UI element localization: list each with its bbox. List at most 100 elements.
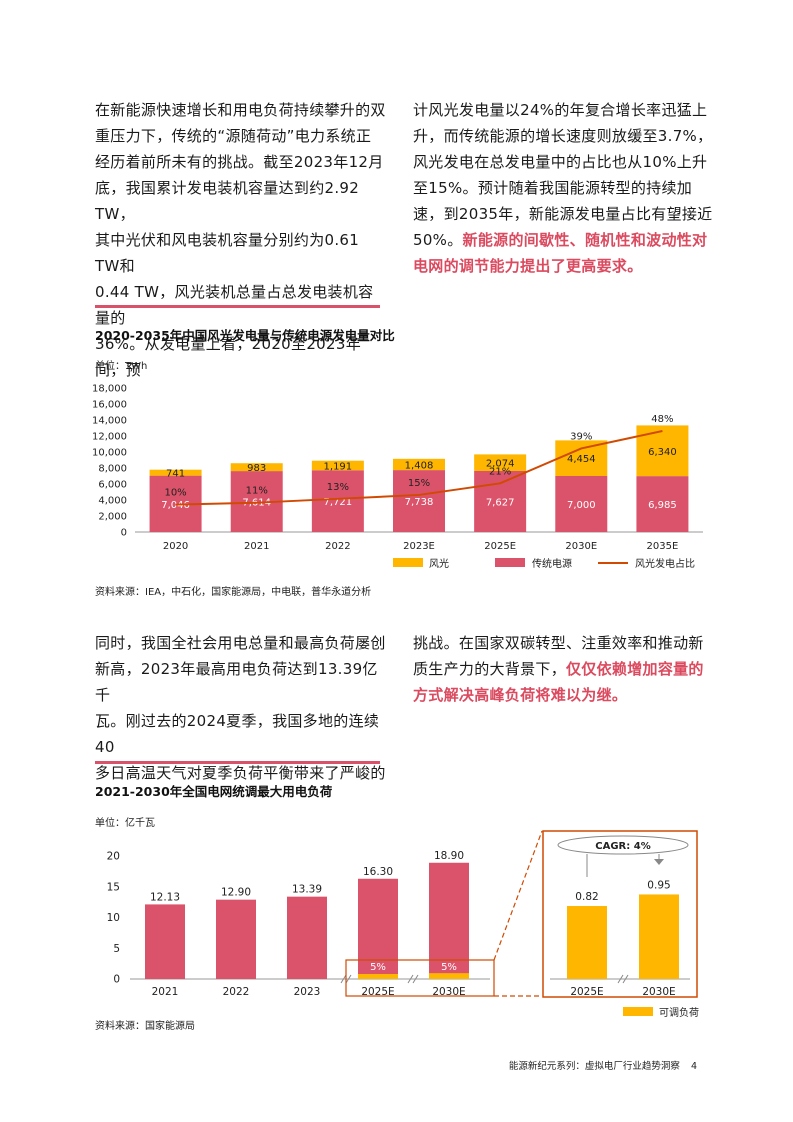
legend-share-label: 风光发电占比	[635, 557, 695, 570]
intro-paragraph-right: 计风光发电量以24%的年复合增长率迅猛上 升，而传统能源的增长速度则放缓至3.7…	[413, 97, 713, 279]
wind-solar-bar	[230, 463, 283, 472]
traditional-value-label: 7,000	[567, 500, 596, 511]
text-line: 升，而传统能源的增长速度则放缓至3.7%，	[413, 127, 713, 145]
load-paragraph-right: 挑战。在国家双碳转型、注重效率和推动新 质生产力的大背景下，仅仅依赖增加容量的 …	[413, 630, 713, 708]
y-tick-label: 20	[107, 851, 120, 863]
x-tick-label: 2021	[152, 986, 179, 998]
y-tick-label: 12,000	[92, 432, 127, 443]
traditional-value-label: 6,985	[648, 500, 677, 511]
inset-x-tick-label: 2030E	[642, 986, 675, 998]
legend-wind-label: 风光	[429, 557, 449, 570]
highlight-text: 电网的调节能力提出了更高要求。	[413, 257, 643, 275]
adjustable-share-bar	[429, 973, 469, 979]
y-tick-label: 10,000	[92, 448, 127, 459]
text-span: 质生产力的大背景下，	[413, 660, 567, 678]
y-tick-label: 5	[113, 943, 120, 955]
y-tick-label: 6,000	[98, 480, 127, 491]
axis-break-mark	[407, 974, 419, 984]
text-line: 同时，我国全社会用电总量和最高负荷屡创	[95, 634, 386, 652]
text-line: 其中光伏和风电装机容量分别约为0.61 TW和	[95, 231, 360, 275]
x-tick-label: 2030E	[565, 541, 597, 552]
traditional-bar	[393, 470, 445, 532]
x-tick-label: 2023	[294, 986, 321, 998]
section-divider	[95, 761, 380, 764]
legend-adjustable-swatch	[623, 1007, 653, 1016]
intro-paragraph-left: 在新能源快速增长和用电负荷持续攀升的双 重压力下，传统的“源随荷动”电力系统正 …	[95, 97, 387, 383]
load-bar	[145, 904, 185, 979]
y-tick-label: 0	[113, 974, 120, 986]
text-span: 50%。	[413, 231, 463, 249]
page-footer: 能源新纪元系列：虚拟电厂行业趋势洞察 4	[509, 1058, 697, 1072]
share-label: 11%	[246, 486, 268, 497]
inset-box	[542, 830, 698, 998]
y-tick-label: 4,000	[98, 496, 127, 507]
share-label: 39%	[570, 431, 592, 442]
x-tick-label: 2022	[223, 986, 250, 998]
text-line: 0.44 TW，风光装机总量占总发电装机容量的	[95, 283, 374, 327]
load-value-label: 18.90	[434, 850, 464, 862]
text-line: 至15%。预计随着我国能源转型的持续加	[413, 179, 693, 197]
adjustable-share-label: 5%	[370, 962, 386, 973]
share-label: 10%	[164, 488, 186, 499]
highlight-text: 方式解决高峰负荷将难以为继。	[413, 686, 628, 704]
y-tick-label: 8,000	[98, 464, 127, 475]
load-paragraph-left: 同时，我国全社会用电总量和最高负荷屡创 新高，2023年最高用电负荷达到13.3…	[95, 630, 387, 786]
text-line: 挑战。在国家双碳转型、注重效率和推动新	[413, 634, 704, 652]
adjustable-load-bar	[567, 906, 607, 979]
load-bar	[287, 896, 327, 979]
traditional-bar	[311, 470, 364, 532]
inset-x-tick-label: 2025E	[570, 986, 603, 998]
legend-wind-swatch	[393, 558, 423, 567]
wind-solar-value-label: 741	[166, 469, 185, 480]
wind-solar-value-label: 6,340	[648, 447, 677, 458]
text-line: 多日高温天气对夏季负荷平衡带来了严峻的	[95, 764, 386, 782]
wind-solar-value-label: 1,408	[405, 460, 434, 471]
load-value-label: 13.39	[292, 884, 322, 896]
chart2-plot: 20 15 10 5 0 12.13 2021 12.90 2022 13.39 2023 16.30…	[107, 830, 699, 1019]
chart1-title: 2020-2035年中国风光发电量与传统电源发电量对比	[95, 328, 395, 343]
adjustable-load-bar	[639, 894, 679, 979]
axis-break-mark	[617, 974, 629, 984]
text-line: 36%。从发电量上看，2020至2023年间，预	[95, 335, 361, 379]
chart1-source: 资料来源：IEA，中石化，国家能源局，中电联，普华永道分析	[95, 587, 372, 598]
x-tick-label: 2025E	[484, 541, 516, 552]
connector-line	[493, 830, 543, 961]
load-bar	[358, 878, 398, 979]
traditional-bar	[555, 476, 608, 532]
adjustable-load-label: 0.82	[575, 891, 598, 903]
y-tick-label: 18,000	[92, 384, 127, 395]
text-line: 速，到2035年，新能源发电量占比有望接近	[413, 205, 713, 223]
cagr-label: CAGR: 4%	[595, 841, 650, 852]
adjustable-share-bar	[358, 973, 398, 979]
chart2-title: 2021-2030年全国电网统调最大用电负荷	[95, 784, 333, 799]
cagr-arrow-head	[654, 859, 664, 865]
page-number: 4	[690, 1061, 697, 1072]
wind-solar-bar	[311, 460, 364, 471]
load-value-label: 12.13	[150, 891, 180, 903]
text-line: 50%。新能源的间歇性、随机性和波动性对	[413, 227, 713, 253]
share-label: 13%	[327, 482, 349, 493]
wind-solar-value-label: 4,454	[567, 454, 596, 465]
x-tick-label: 2030E	[432, 986, 465, 998]
text-line: 风光发电在总发电量中的占比也从10%上升	[413, 153, 708, 171]
wind-solar-bar	[149, 469, 202, 476]
adjustable-share-label: 5%	[441, 962, 457, 973]
cagr-bubble	[557, 835, 689, 855]
share-label: 15%	[408, 478, 430, 489]
x-tick-label: 2020	[163, 541, 188, 552]
wind-solar-value-label: 2,074	[486, 459, 515, 470]
traditional-bar	[474, 470, 527, 532]
legend-traditional-swatch	[495, 558, 525, 567]
x-tick-label: 2035E	[647, 541, 679, 552]
wind-solar-bar	[393, 458, 445, 471]
y-tick-label: 2,000	[98, 512, 127, 523]
load-bar	[216, 899, 256, 979]
traditional-value-label: 7,721	[324, 497, 353, 508]
wind-solar-bar	[474, 454, 527, 471]
text-line: 重压力下，传统的“源随荷动”电力系统正	[95, 127, 372, 145]
highlight-box	[345, 959, 495, 997]
x-tick-label: 2021	[244, 541, 269, 552]
chart1-unit: 单位：TWh	[95, 361, 148, 372]
text-line: 底，我国累计发电装机容量达到约2.92 TW，	[95, 179, 360, 223]
legend-traditional-label: 传统电源	[532, 557, 572, 570]
